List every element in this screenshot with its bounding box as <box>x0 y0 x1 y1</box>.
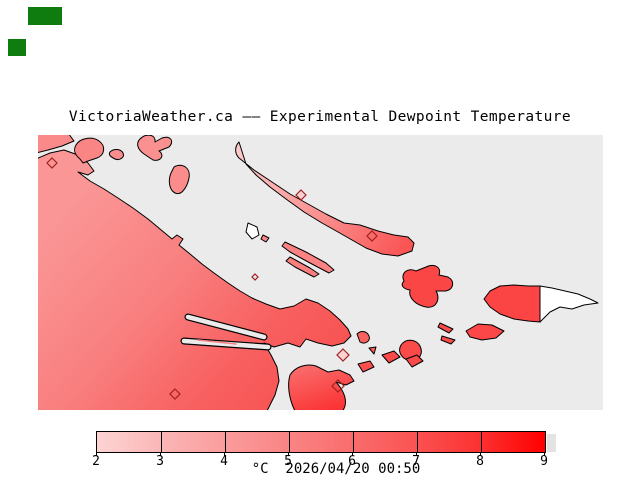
colorbar-tick-nub <box>160 452 161 456</box>
land-island-orcas <box>401 264 454 308</box>
land-island-forked <box>137 134 173 161</box>
colorbar-tick-label: 5 <box>284 454 292 469</box>
colorbar-shadow <box>547 434 556 452</box>
colorbar-tick <box>353 432 354 452</box>
land-islet-a <box>356 331 370 344</box>
colorbar-tick-label: 3 <box>156 454 164 469</box>
land-cut-mass-nodata <box>539 285 599 323</box>
weather-map <box>35 132 603 412</box>
land-sliver-2 <box>285 256 320 278</box>
land-sliver-3 <box>437 322 454 334</box>
colorbar-tick <box>289 432 290 452</box>
station-marker <box>251 273 259 281</box>
colorbar-tick-label: 8 <box>476 454 484 469</box>
colorbar-tick-nub <box>288 452 289 456</box>
colorbar-tick-nub <box>352 452 353 456</box>
colorbar-tick-nub <box>224 452 225 456</box>
station-marker <box>336 348 350 362</box>
land-sliver-4 <box>440 335 456 345</box>
map-canvas <box>35 132 603 412</box>
colorbar-tick-label: 9 <box>540 454 548 469</box>
land-sliver-1 <box>281 241 335 274</box>
land-island-denman <box>74 137 105 164</box>
colorbar-tick-label: 4 <box>220 454 228 469</box>
land-victoria <box>288 364 355 412</box>
colorbar-tick <box>417 432 418 452</box>
station-marker <box>169 388 181 400</box>
land-islet-c <box>357 360 375 373</box>
station-marker <box>331 379 345 393</box>
land-island-egg <box>168 164 190 195</box>
colorbar-tick <box>481 432 482 452</box>
land-islet-b <box>368 346 377 355</box>
colorbar-tick-label: 2 <box>92 454 100 469</box>
green-overlay-box-1 <box>28 7 62 25</box>
unit-and-timestamp: °C 2026/04/20 00:50 <box>251 461 421 477</box>
colorbar <box>96 431 546 453</box>
land-island-lopez-1 <box>381 350 401 364</box>
station-marker <box>295 189 307 201</box>
station-marker <box>366 230 378 242</box>
colorbar-tick-label: 7 <box>412 454 420 469</box>
page-title: VictoriaWeather.ca —— Experimental Dewpo… <box>68 109 572 125</box>
sea-inlet-fingers <box>180 313 272 351</box>
land-island-lopez-2 <box>405 354 424 368</box>
land-islet-east <box>108 149 124 160</box>
colorbar-tick <box>161 432 162 452</box>
colorbar-tick-nub <box>480 452 481 456</box>
colorbar-tick-label: 6 <box>348 454 356 469</box>
land-islet-small <box>260 234 270 243</box>
land-vancouver-island <box>35 149 352 412</box>
colorbar-tick-nub <box>96 452 97 456</box>
green-overlay-box-2 <box>8 39 26 56</box>
land-islet-nodata <box>245 222 260 240</box>
colorbar-tick-nub <box>416 452 417 456</box>
station-marker <box>46 157 58 169</box>
colorbar-tick-nub <box>544 452 545 456</box>
colorbar-tick <box>225 432 226 452</box>
land-mainland-strip <box>235 141 415 257</box>
station-markers <box>46 157 378 400</box>
land-island-lummi <box>465 323 505 341</box>
